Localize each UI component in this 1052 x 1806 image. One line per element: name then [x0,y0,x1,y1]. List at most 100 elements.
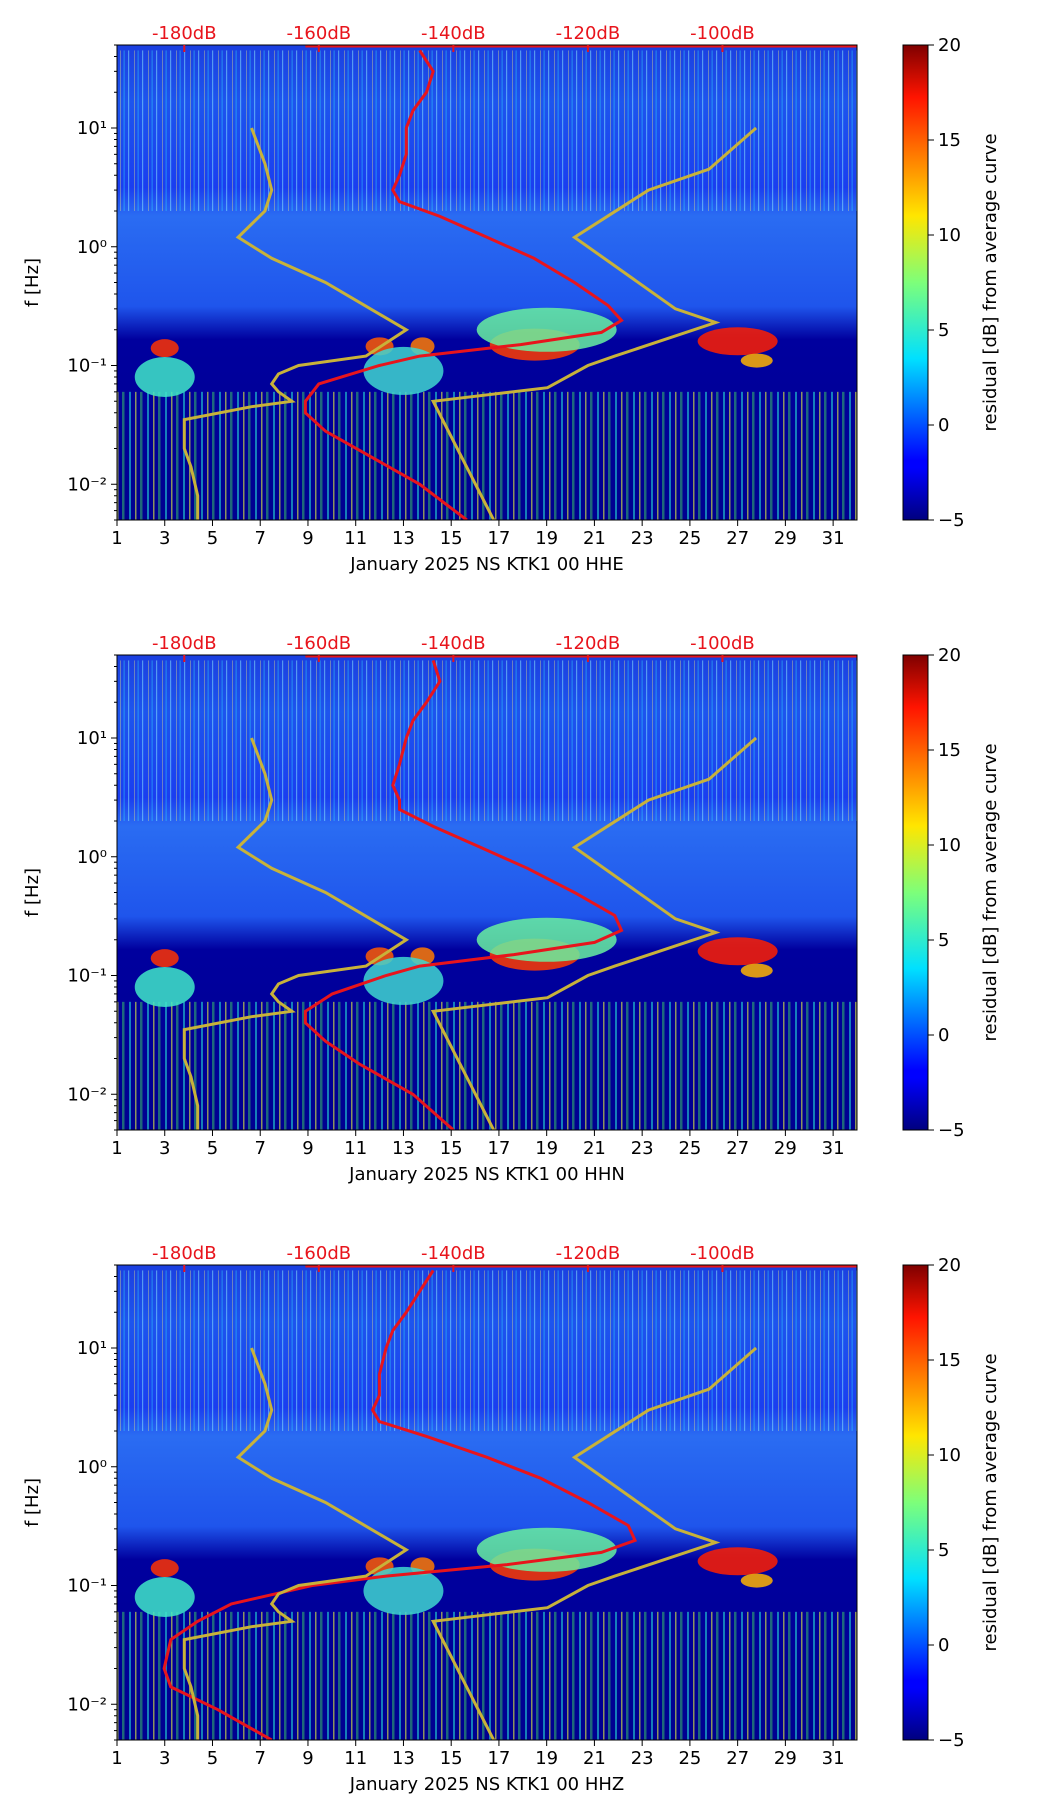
colorbar-tick-label: 20 [938,645,961,666]
x-tick-label: 3 [159,528,170,549]
db-tick-label: -100dB [690,1243,755,1264]
x-tick-label: 9 [302,528,313,549]
heatmap-blob [150,339,179,358]
y-axis-label: f [Hz] [22,1478,43,1527]
db-tick-label: -180dB [152,633,217,654]
colorbar-tick-label: 15 [938,1350,961,1371]
colorbar-tick-label: −5 [938,510,965,531]
heatmap-lf-texture [117,1611,857,1740]
heatmap-blob [134,1577,195,1618]
heatmap-lf-texture [117,1001,857,1130]
colorbar-tick-label: 10 [938,225,961,246]
db-tick-label: -120dB [556,23,621,44]
x-tick-label: 23 [631,1748,654,1769]
heatmap-blob [476,1527,617,1572]
db-tick-label: -100dB [690,633,755,654]
colorbar-tick-label: 20 [938,1255,961,1276]
x-tick-label: 17 [487,528,510,549]
heatmap-blob [476,307,617,352]
db-tick-label: -140dB [421,633,486,654]
colorbar-tick-label: 0 [938,1635,949,1656]
colorbar-tick-label: 0 [938,415,949,436]
colorbar [902,1264,929,1741]
colorbar-tick-label: 10 [938,835,961,856]
x-tick-label: 27 [726,1748,749,1769]
heatmap-blob [740,1573,773,1588]
db-tick-label: -180dB [152,1243,217,1264]
x-tick-label: 21 [583,1138,606,1159]
y-tick-label: 10¹ [77,1338,107,1359]
y-axis-label: f [Hz] [22,258,43,307]
x-tick-label: 13 [392,1138,415,1159]
x-tick-label: 19 [535,528,558,549]
curve-average-psd [303,49,624,520]
y-tick-label: 10⁻¹ [67,1576,107,1597]
x-tick-label: 21 [583,1748,606,1769]
x-tick-label: 15 [440,1138,463,1159]
curve-average-psd [303,659,624,1130]
heatmap-blob [697,327,778,356]
heatmap-blob [363,956,444,1005]
heatmap-blob [134,357,195,398]
x-tick-label: 1 [111,1748,122,1769]
heatmap-area [117,1265,857,1740]
db-tick-label: -180dB [152,23,217,44]
heatmap-blob [740,963,773,978]
heatmap-lf-texture [117,391,857,520]
x-tick-label: 13 [392,1748,415,1769]
x-tick-label: 9 [302,1138,313,1159]
heatmap-hf-texture [117,660,857,822]
colorbar-tick-label: −5 [938,1730,965,1751]
heatmap-blob [134,967,195,1008]
x-tick-label: 23 [631,1138,654,1159]
db-tick-label: -160dB [286,1243,351,1264]
y-tick-label: 10⁰ [77,1457,107,1478]
x-tick-label: 7 [254,1138,265,1159]
x-tick-label: 19 [535,1748,558,1769]
x-axis-label: January 2025 NS KTK1 00 HHE [349,554,624,575]
heatmap-area [117,655,857,1130]
x-tick-label: 11 [344,1138,367,1159]
db-tick-label: -160dB [286,23,351,44]
curve-noise-model-1 [182,737,410,1130]
colorbar-tick-label: 5 [938,930,949,951]
x-tick-label: 5 [207,528,218,549]
x-tick-label: 1 [111,1138,122,1159]
y-tick-label: 10¹ [77,118,107,139]
heatmap-blob [697,937,778,966]
x-tick-label: 25 [678,1138,701,1159]
colorbar-tick-label: 5 [938,1540,949,1561]
x-tick-label: 5 [207,1138,218,1159]
db-tick-label: -140dB [421,1243,486,1264]
heatmap-blob [697,1547,778,1576]
x-tick-label: 11 [344,528,367,549]
colorbar-label: residual [dB] from average curve [980,743,1001,1041]
x-axis-label: January 2025 NS KTK1 00 HHN [348,1164,625,1185]
x-tick-label: 15 [440,1748,463,1769]
x-tick-label: 3 [159,1748,170,1769]
x-axis-label: January 2025 NS KTK1 00 HHZ [349,1774,625,1795]
curve-noise-model-2 [430,126,758,520]
x-tick-label: 31 [822,1138,845,1159]
colorbar-tick-label: 20 [938,35,961,56]
curve-noise-model-2 [430,736,758,1130]
x-tick-label: 19 [535,1138,558,1159]
y-tick-label: 10⁻¹ [67,356,107,377]
x-tick-label: 27 [726,528,749,549]
db-tick-label: -140dB [421,23,486,44]
x-tick-label: 7 [254,1748,265,1769]
x-tick-label: 9 [302,1748,313,1769]
heatmap-blob [150,1559,179,1578]
y-tick-label: 10⁻¹ [67,966,107,987]
x-tick-label: 1 [111,528,122,549]
colorbar-tick-label: 10 [938,1445,961,1466]
heatmap-blob [150,949,179,968]
x-tick-label: 29 [774,528,797,549]
x-tick-label: 7 [254,528,265,549]
curve-noise-model-1 [182,1347,410,1740]
colorbar-tick-label: 5 [938,320,949,341]
x-tick-label: 29 [774,1138,797,1159]
db-tick-label: -120dB [556,1243,621,1264]
